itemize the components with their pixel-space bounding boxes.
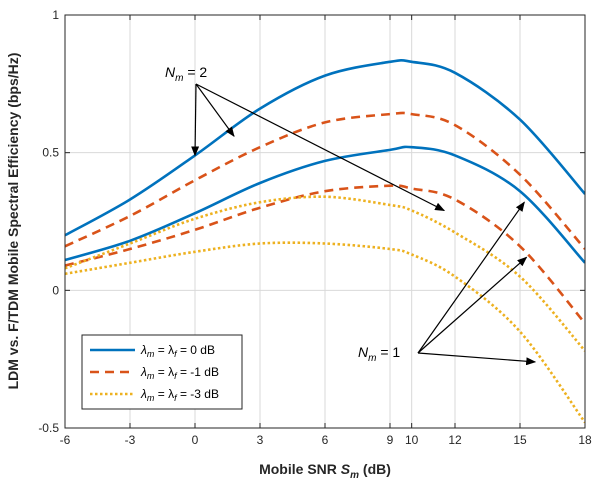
y-tick-label: 0.5 xyxy=(42,146,59,160)
y-tick-label: 0 xyxy=(52,283,59,297)
legend: λm = λf = 0 dB λm = λf = -1 dB λm = λf = -… xyxy=(81,334,243,410)
annotation-arrow xyxy=(417,256,528,354)
y-tick-label: -0.5 xyxy=(38,421,59,435)
x-tick-label: 9 xyxy=(387,433,394,447)
series-line-3 xyxy=(65,111,585,250)
legend-label: λm = λf = -3 dB xyxy=(140,387,219,403)
series-line-5 xyxy=(65,195,585,352)
axis-titles: Mobile SNR Sm (dB) LDM vs. F/TDM Mobile … xyxy=(5,53,391,481)
series-line-2 xyxy=(65,145,585,264)
legend-label: λm = λf = 0 dB xyxy=(140,343,215,359)
annotation-arrow xyxy=(195,83,446,212)
x-tick-label: 0 xyxy=(192,433,199,447)
x-tick-label: -3 xyxy=(125,433,136,447)
series-line-4 xyxy=(65,184,585,325)
x-tick-label: -6 xyxy=(60,433,71,447)
legend-label: λm = λf = -1 dB xyxy=(140,365,219,381)
series-line-6 xyxy=(65,241,585,424)
y-axis-title: LDM vs. F/TDM Mobile Spectral Efficiency… xyxy=(5,53,21,390)
ticks: -6 -3 0 3 6 9 10 12 15 18 -0.5 0 0.5 1 xyxy=(38,8,592,447)
annotation-label: Nm = 2 xyxy=(165,64,207,84)
series-group xyxy=(65,58,585,424)
annotation-arrow xyxy=(191,83,200,157)
x-tick-label: 3 xyxy=(257,433,264,447)
x-tick-label: 12 xyxy=(448,433,462,447)
x-tick-label: 18 xyxy=(578,433,592,447)
y-tick-label: 1 xyxy=(52,8,59,22)
annotation-arrow xyxy=(195,83,235,137)
annotation-arrow xyxy=(417,201,525,354)
x-tick-label: 6 xyxy=(322,433,329,447)
legend-box xyxy=(81,334,243,410)
x-tick-label: 15 xyxy=(513,433,527,447)
annotation-label: Nm = 1 xyxy=(358,344,400,364)
series-line-1 xyxy=(65,58,585,237)
x-axis-title: Mobile SNR Sm (dB) xyxy=(259,461,391,481)
x-tick-label: 10 xyxy=(405,433,419,447)
annotations: Nm = 2 Nm = 1 xyxy=(165,64,537,366)
annotation-arrow xyxy=(417,352,537,366)
